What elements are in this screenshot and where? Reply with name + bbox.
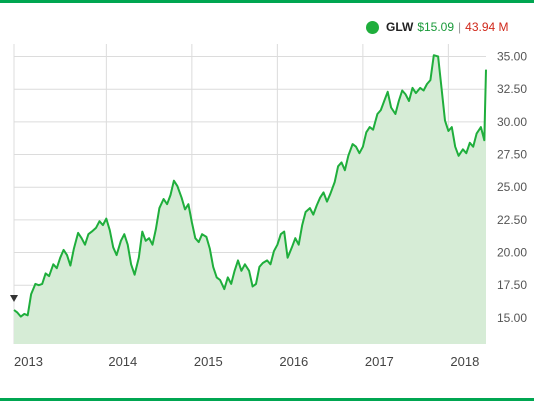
legend-ticker: GLW bbox=[386, 20, 414, 34]
y-tick-label: 17.50 bbox=[497, 278, 527, 292]
bottom-accent-bar bbox=[0, 398, 534, 401]
y-tick-label: 20.00 bbox=[497, 246, 527, 260]
top-accent-bar bbox=[0, 0, 534, 3]
legend-price: $15.09 bbox=[417, 20, 455, 34]
x-tick-label: 2015 bbox=[194, 354, 223, 369]
series-area bbox=[14, 55, 486, 344]
series-line bbox=[13, 54, 487, 318]
legend-separator: | bbox=[458, 20, 462, 34]
y-tick-label: 25.00 bbox=[497, 180, 527, 194]
x-tick-label: 2018 bbox=[450, 354, 479, 369]
y-tick-label: 27.50 bbox=[497, 148, 527, 162]
legend-change: 43.94 M bbox=[465, 20, 509, 34]
x-tick-label: 2017 bbox=[365, 354, 394, 369]
start-marker-icon bbox=[10, 295, 18, 303]
chart-legend: GLW $15.09 | 43.94 M bbox=[366, 20, 509, 34]
y-tick-label: 30.00 bbox=[497, 115, 527, 129]
y-tick-label: 22.50 bbox=[497, 213, 527, 227]
series-dot-icon bbox=[366, 20, 379, 34]
x-tick-label: 2013 bbox=[14, 354, 43, 369]
x-tick-label: 2016 bbox=[279, 354, 308, 369]
x-tick-label: 2014 bbox=[108, 354, 137, 369]
y-tick-label: 35.00 bbox=[497, 50, 527, 64]
y-tick-label: 15.00 bbox=[497, 311, 527, 325]
y-tick-label: 32.50 bbox=[497, 82, 527, 96]
